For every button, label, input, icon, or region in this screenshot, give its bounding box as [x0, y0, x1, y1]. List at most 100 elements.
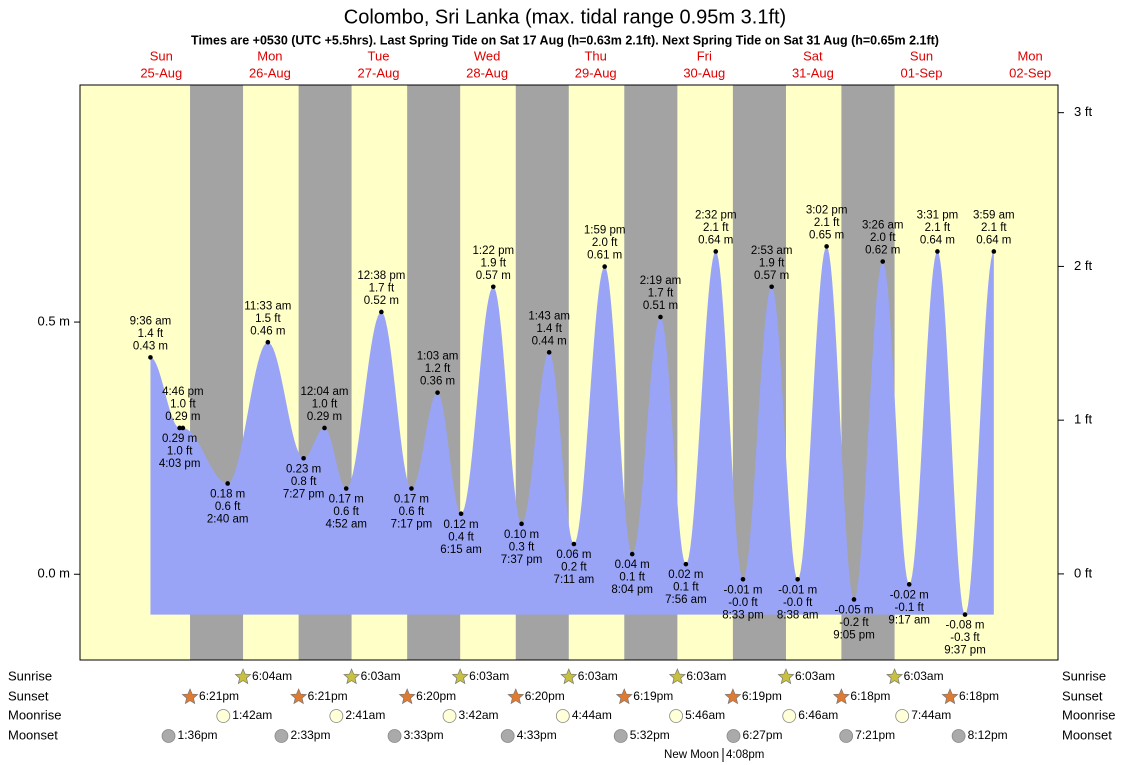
sunset-time: 6:18pm [959, 689, 999, 703]
sunset-icon [290, 688, 308, 705]
tide-point [740, 576, 746, 582]
tide-label: 0.6 ft [215, 501, 241, 513]
tide-label: 4:52 am [325, 519, 367, 531]
tide-point [991, 249, 997, 254]
moonset-time: 1:36pm [178, 728, 218, 742]
tide-point [177, 425, 182, 431]
tide-label: 4:46 pm [162, 386, 204, 398]
tide-label: 0.10 m [504, 529, 539, 541]
day-date: 29-Aug [575, 65, 617, 80]
tide-label: -0.02 m [890, 589, 929, 601]
sunrise-time: 6:04am [252, 669, 292, 683]
tide-label: 0.12 m [443, 519, 478, 531]
tide-label: -0.2 ft [839, 617, 869, 629]
tide-label: 7:27 pm [283, 488, 325, 500]
tide-point [935, 249, 940, 254]
moonrise-icon [216, 709, 231, 723]
sunrise-time: 6:03am [578, 669, 618, 683]
tide-label: 0.02 m [668, 569, 703, 581]
tide-point [301, 455, 306, 461]
tide-label: 1.4 ft [138, 328, 164, 340]
sunset-time: 6:20pm [525, 689, 565, 703]
moonrise-icon [895, 709, 910, 723]
tide-point [343, 486, 349, 491]
tide-label: 1:43 am [528, 310, 570, 322]
day-date: 02-Sep [1009, 65, 1051, 80]
tide-label: 0.44 m [532, 335, 567, 347]
tide-point [824, 244, 829, 249]
tide-label: 1.0 ft [167, 446, 193, 458]
moonset-icon [951, 729, 966, 743]
tide-label: -0.05 m [835, 605, 874, 617]
tide-point [962, 612, 968, 617]
tide-label: 2.1 ft [703, 222, 729, 234]
day-weekday: Tue [368, 48, 390, 63]
tide-label: 2:40 am [207, 513, 249, 525]
tide-label: 12:38 pm [357, 270, 405, 282]
day-weekday: Mon [1017, 48, 1042, 63]
tide-label: 1:03 am [417, 351, 459, 363]
tide-label: 0.61 m [587, 250, 622, 262]
tide-point [225, 481, 230, 486]
day-weekday: Wed [474, 48, 501, 63]
sunset-time: 6:19pm [633, 689, 673, 703]
tide-label: 2.0 ft [870, 232, 896, 244]
sunrise-time: 6:03am [795, 669, 835, 683]
tide-label: 0.64 m [976, 234, 1011, 246]
tide-point [458, 511, 464, 517]
moonset-time: 6:27pm [742, 728, 782, 742]
tide-label: 8:04 pm [611, 584, 653, 596]
sunrise-icon [560, 668, 578, 685]
moonset-icon [274, 729, 289, 743]
sunrise-icon [777, 668, 795, 685]
tide-point [490, 284, 496, 290]
moonset-time: 8:12pm [968, 728, 1008, 742]
row-label: Moonrise [1062, 707, 1115, 722]
moonset-icon [613, 729, 628, 743]
sunrise-time: 6:03am [361, 669, 401, 683]
tide-point [713, 249, 719, 254]
moonset-time: 7:21pm [855, 728, 895, 742]
tide-label: 7:37 pm [501, 554, 543, 566]
moonset-time: 3:33pm [404, 728, 444, 742]
moon-phase-label: New Moon [664, 749, 719, 761]
tide-point [519, 521, 524, 527]
tide-label: 7:17 pm [391, 519, 433, 531]
tide-label: 0.18 m [210, 488, 245, 500]
y2-tick-label: 3 ft [1074, 104, 1092, 119]
tide-label: 0.65 m [809, 229, 844, 241]
tide-label: -0.08 m [946, 620, 985, 632]
day-weekday: Sun [910, 48, 933, 63]
tide-label: 9:05 pm [833, 630, 875, 642]
tide-point [769, 284, 774, 290]
tide-label: 2.1 ft [925, 222, 951, 234]
tide-label: 1.2 ft [425, 363, 451, 375]
plot-frame [79, 84, 1059, 661]
tide-label: 0.2 ft [561, 562, 587, 574]
tide-label: 0.1 ft [619, 572, 645, 584]
tide-point [629, 551, 635, 557]
row-label: Moonset [8, 727, 58, 742]
sunset-icon [941, 688, 959, 705]
tide-label: 6:15 am [440, 544, 482, 556]
moonset-icon [839, 729, 854, 743]
moonrise-icon [782, 709, 797, 723]
tide-label: 2.1 ft [981, 222, 1007, 234]
tide-label: 3:31 pm [917, 209, 959, 221]
tide-label: 0.62 m [865, 245, 900, 257]
sunset-time: 6:19pm [742, 689, 782, 703]
day-date: 30-Aug [683, 65, 725, 80]
tide-label: 2:19 am [640, 275, 682, 287]
sunset-icon [398, 688, 416, 705]
day-date: 28-Aug [466, 65, 508, 80]
tide-label: 1.9 ft [480, 257, 506, 269]
tide-label: 11:33 am [244, 300, 291, 312]
tide-label: 1.4 ft [536, 323, 562, 335]
tide-label: -0.01 m [723, 584, 762, 596]
moonrise-time: 3:42am [459, 708, 499, 722]
moonset-icon [161, 729, 176, 743]
day-date: 25-Aug [140, 65, 182, 80]
tide-point [322, 425, 327, 431]
tide-label: -0.01 m [778, 584, 817, 596]
